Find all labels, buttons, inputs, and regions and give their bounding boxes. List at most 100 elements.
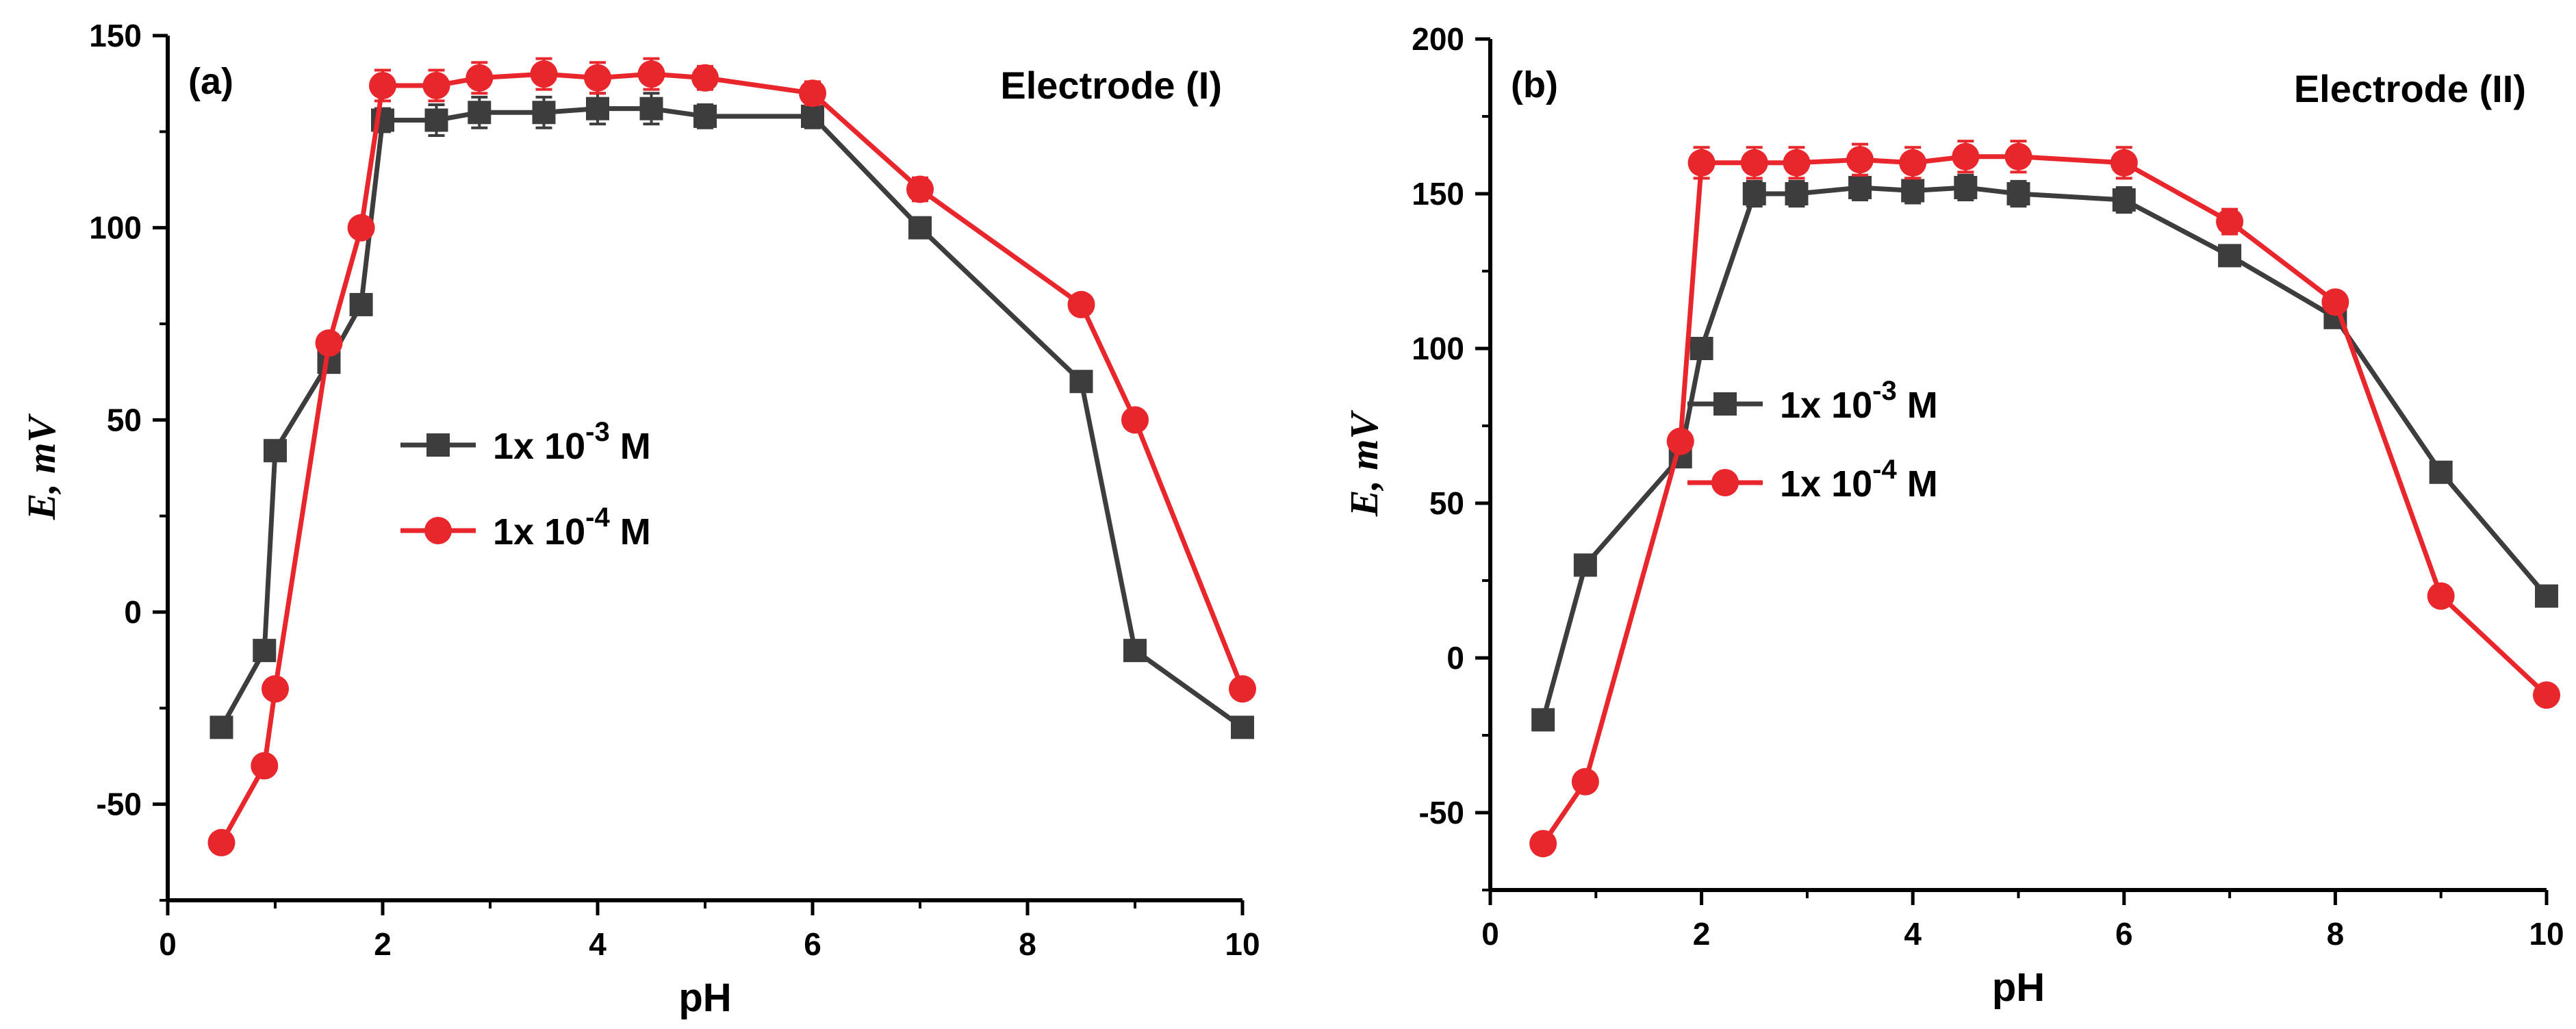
electrode-annotation: Electrode (II)	[2294, 67, 2526, 110]
electrode-annotation: Electrode (I)	[1000, 64, 1222, 107]
data-point-circle	[2427, 582, 2455, 610]
y-tick-label: 100	[89, 210, 142, 246]
legend-label: 1x 10-3 M	[493, 417, 651, 467]
data-point-square	[1573, 553, 1597, 577]
data-point-circle	[422, 71, 450, 99]
data-point-square	[253, 639, 277, 663]
legend-entry-1e-4: 1x 10-4 M	[400, 503, 651, 552]
data-point-circle	[2533, 681, 2560, 709]
data-point-square	[1689, 337, 1713, 360]
x-tick-label: 4	[1904, 916, 1922, 952]
x-tick-label: 2	[374, 926, 392, 962]
data-point-circle	[1229, 675, 1256, 703]
series-1e-3-line	[219, 106, 1245, 730]
y-tick-label: 150	[89, 18, 142, 53]
data-point-circle	[262, 675, 289, 703]
x-tick-label: 0	[159, 926, 177, 962]
data-point-circle	[2216, 207, 2244, 236]
data-point-square	[2218, 244, 2242, 268]
data-point-square	[468, 101, 492, 125]
x-tick-label: 10	[2529, 916, 2564, 952]
data-point-circle	[2004, 142, 2032, 170]
legend-label: 1x 10-4 M	[493, 503, 651, 552]
data-point-circle	[2321, 288, 2349, 316]
data-point-circle	[1529, 830, 1557, 858]
y-tick-label: 150	[1412, 176, 1464, 212]
data-point-circle	[251, 752, 279, 780]
data-point-square	[1785, 182, 1809, 205]
legend-label: 1x 10-3 M	[1780, 376, 1938, 426]
x-tick-label: 10	[1225, 926, 1260, 962]
data-point-circle	[1121, 406, 1149, 434]
series-1e-4	[1529, 140, 2560, 858]
series-1e-3	[209, 92, 1254, 739]
x-axis-title: pH	[1992, 965, 2045, 1010]
data-point-square	[532, 101, 556, 125]
y-tick-label: 0	[124, 594, 142, 630]
data-point-square	[1069, 370, 1093, 394]
data-point-circle	[1571, 767, 1599, 796]
data-point-square	[2429, 460, 2453, 484]
x-tick-label: 0	[1481, 916, 1499, 952]
legend-entry-1e-3: 1x 10-3 M	[400, 417, 651, 467]
data-point-square	[2112, 188, 2136, 212]
data-point-circle	[2110, 149, 2138, 177]
x-tick-label: 8	[1019, 926, 1036, 962]
data-point-square	[264, 439, 287, 463]
data-point-circle	[1740, 149, 1768, 177]
data-point-square	[1901, 179, 1925, 203]
data-point-square	[2006, 182, 2030, 205]
data-point-square	[1742, 182, 1766, 205]
y-tick-label: 100	[1412, 331, 1464, 366]
legend-marker-square	[426, 433, 450, 457]
data-point-circle	[207, 828, 235, 856]
data-point-circle	[530, 60, 558, 88]
data-point-circle	[1666, 427, 1694, 455]
data-point-square	[1231, 715, 1254, 739]
data-point-square	[2535, 584, 2558, 608]
y-axis-title: E, mV	[1342, 409, 1386, 517]
y-tick-label: 0	[1446, 640, 1464, 676]
data-point-circle	[315, 329, 343, 357]
data-point-square	[209, 715, 233, 739]
data-point-square	[424, 108, 448, 132]
legend-label: 1x 10-4 M	[1780, 455, 1938, 505]
data-point-square	[1848, 175, 1872, 199]
data-point-circle	[1783, 149, 1811, 177]
data-point-circle	[799, 79, 826, 107]
y-tick-label: -50	[97, 787, 142, 822]
data-point-square	[693, 104, 717, 128]
data-point-square	[349, 292, 373, 316]
data-point-square	[586, 97, 609, 120]
x-tick-label: 6	[2115, 916, 2133, 952]
data-point-circle	[1952, 142, 1980, 170]
data-point-circle	[637, 60, 665, 88]
x-tick-label: 4	[589, 926, 607, 962]
data-point-square	[1954, 175, 1978, 199]
chart-panel-b: 0 2 4 6 8 10 -50 0 50 100 150 200 pH E, mV (b) Electrod…	[1342, 21, 2564, 1010]
series-1e-4-line	[1541, 154, 2549, 846]
y-tick-label: 50	[1429, 485, 1464, 521]
data-point-circle	[369, 71, 396, 99]
x-tick-label: 6	[804, 926, 821, 962]
data-point-square	[801, 104, 824, 128]
data-point-square	[639, 97, 663, 120]
x-tick-label: 2	[1693, 916, 1711, 952]
legend-marker-circle	[424, 517, 452, 544]
data-point-circle	[1899, 149, 1927, 177]
y-tick-label: 200	[1412, 21, 1464, 57]
legend-entry-1e-3: 1x 10-3 M	[1687, 376, 1938, 426]
data-point-square	[908, 216, 932, 240]
x-tick-label: 8	[2327, 916, 2345, 952]
panel-label: (a)	[188, 61, 233, 102]
legend-marker-square	[1713, 392, 1737, 416]
data-point-circle	[466, 64, 494, 92]
data-point-circle	[1067, 290, 1095, 318]
panel-label: (b)	[1511, 64, 1558, 105]
x-axis-title: pH	[678, 976, 731, 1020]
data-point-circle	[347, 214, 375, 242]
data-point-square	[1531, 708, 1555, 732]
data-point-circle	[1687, 149, 1716, 177]
series-1e-4	[207, 57, 1256, 856]
